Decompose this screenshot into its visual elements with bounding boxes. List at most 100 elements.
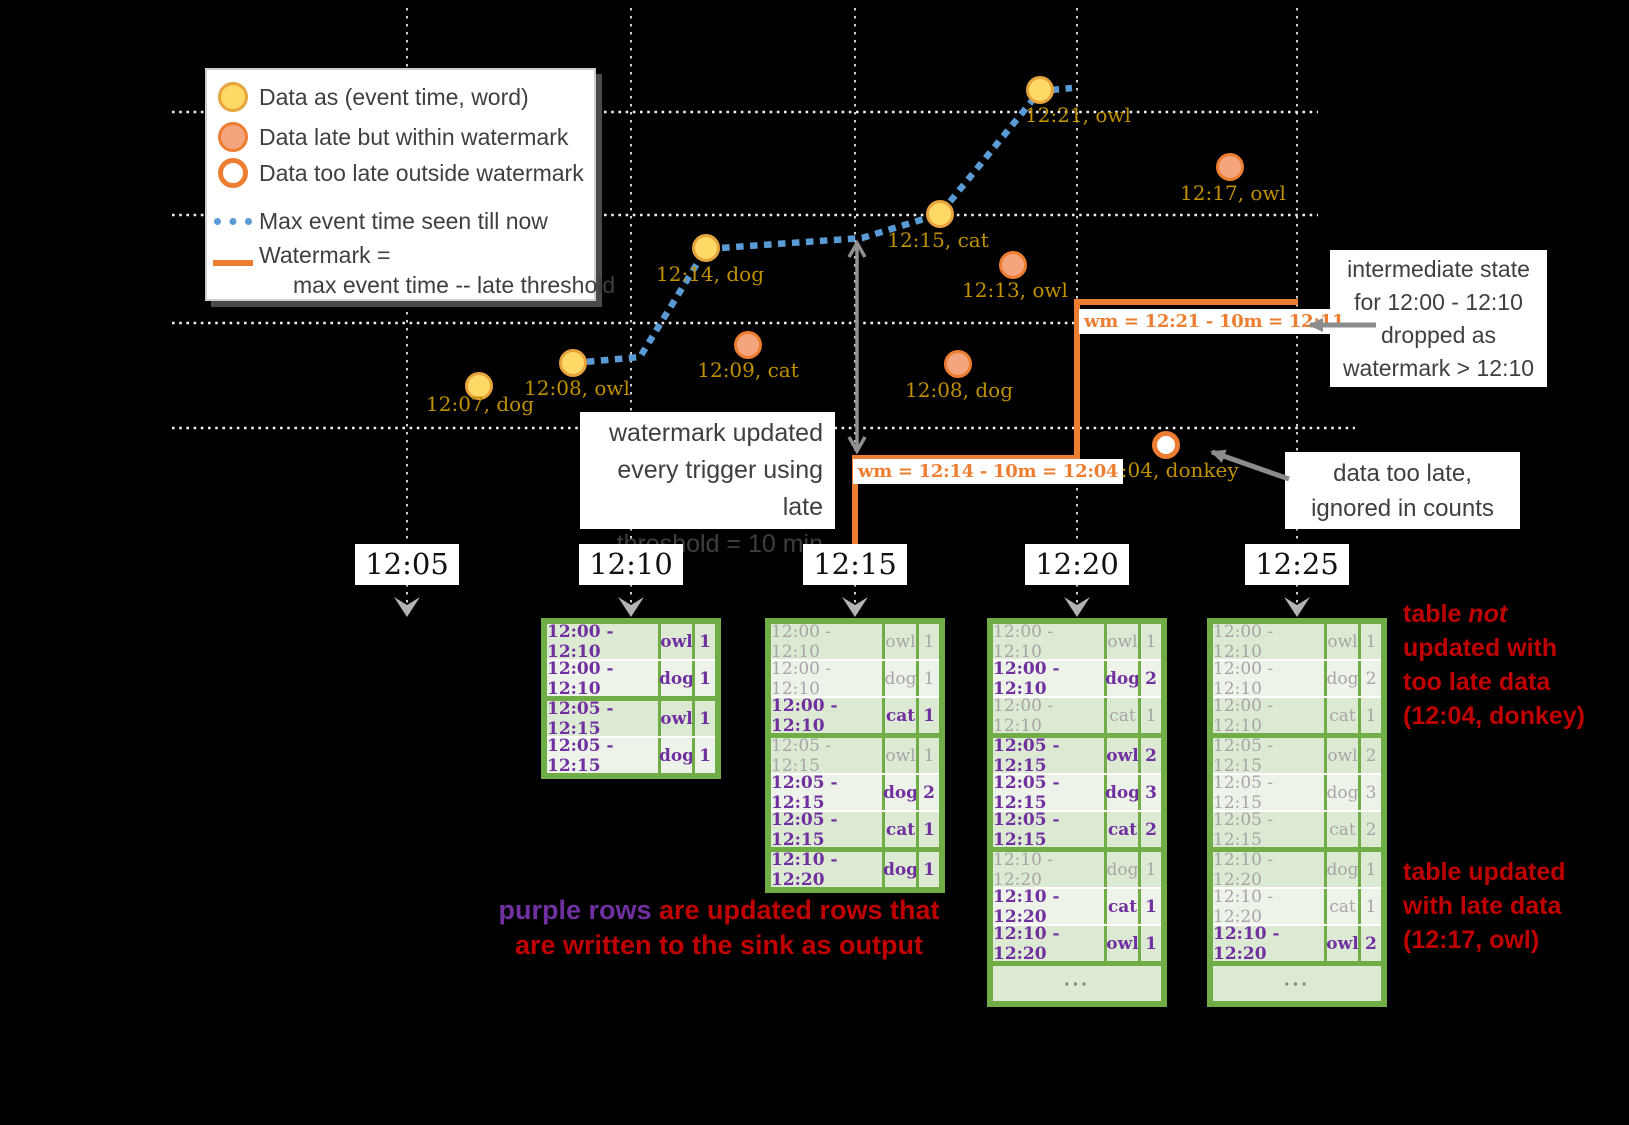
table-row: 12:00 - 12:10 owl 1 bbox=[547, 622, 715, 662]
table-row: 12:10 - 12:20 owl 1 bbox=[993, 923, 1161, 964]
result-table-12:10: 12:00 - 12:10 owl 1 12:00 - 12:10 dog 1 12:05 … bbox=[541, 618, 721, 779]
salmon-circle-icon bbox=[218, 122, 248, 152]
result-table-12:20: 12:00 - 12:10 owl 1 12:00 - 12:10 dog 2 12:00 … bbox=[987, 618, 1167, 1007]
table-cell: owl bbox=[1104, 738, 1139, 773]
table-row: 12:00 - 12:10 owl 1 bbox=[993, 622, 1161, 662]
legend-item: Max event time seen till now bbox=[207, 208, 594, 235]
table-cell: 12:05 - 12:15 bbox=[1213, 809, 1274, 850]
table-row: 12:05 - 12:15 owl 1 bbox=[771, 736, 939, 776]
table-cell: 1 bbox=[1138, 852, 1161, 887]
window-group: 12:10 - 12:20 dog 1 bbox=[771, 850, 939, 890]
yellow-circle-icon bbox=[207, 82, 259, 112]
table-cell: 1 bbox=[692, 738, 715, 773]
data-point-late bbox=[999, 251, 1027, 279]
table-row: 12:05 - 12:15 dog 2 bbox=[771, 772, 939, 813]
table-cell: cat bbox=[1104, 889, 1138, 924]
legend-item-label: Data late but within watermark bbox=[259, 123, 569, 150]
window-group: 12:05 - 12:15 owl 2 12:05 - 12:15 dog 3 12:05 … bbox=[993, 736, 1161, 850]
intermediate-state-note: intermediate state for 12:00 - 12:10 dro… bbox=[1330, 250, 1547, 387]
table-cell: owl bbox=[1324, 624, 1358, 659]
table-cell: 12:05 - 12:15 bbox=[1213, 772, 1274, 813]
table-cell: 12:10 - 12:20 bbox=[993, 923, 1060, 964]
table-cell: dog bbox=[1324, 661, 1359, 696]
table-row: 12:00 - 12:10 dog 1 bbox=[771, 659, 939, 699]
table-cell: cat bbox=[1104, 812, 1138, 847]
table-cell: 1 bbox=[1138, 624, 1161, 659]
table-row: 12:10 - 12:20 dog 1 bbox=[993, 849, 1161, 890]
table-cell: 12:05 - 12:15 bbox=[547, 698, 614, 739]
table-cell: 12:10 - 12:20 bbox=[993, 886, 1060, 927]
open-circle-icon bbox=[207, 158, 259, 188]
data-point-late bbox=[734, 331, 762, 359]
down-arrow-icon bbox=[1064, 597, 1090, 617]
table-cell: owl bbox=[1324, 926, 1359, 961]
orange-line-icon bbox=[207, 246, 259, 266]
legend-item-label: Watermark = bbox=[259, 242, 391, 268]
legend-item-label: Data too late outside watermark bbox=[259, 159, 584, 186]
legend-item: Watermark = bbox=[207, 242, 594, 269]
table-cell: 3 bbox=[1138, 775, 1161, 810]
table-cell: 1 bbox=[916, 698, 939, 733]
table-cell: 12:05 - 12:15 bbox=[547, 735, 614, 776]
table-cell: dog bbox=[1104, 775, 1140, 810]
orange-line-icon bbox=[213, 259, 253, 266]
trigger-gap-double-arrow bbox=[847, 239, 867, 455]
table-row: 12:05 - 12:15 dog 3 bbox=[1213, 772, 1381, 813]
table-cell: 12:10 - 12:20 bbox=[1213, 923, 1280, 964]
table-row: 12:05 - 12:15 owl 1 bbox=[547, 698, 715, 739]
table-cell: 1 bbox=[1358, 889, 1381, 924]
table-cell: cat bbox=[1104, 698, 1138, 733]
table-row: 12:10 - 12:20 dog 1 bbox=[1213, 850, 1381, 890]
table-row: 12:05 - 12:15 cat 2 bbox=[993, 810, 1161, 850]
table-cell: owl bbox=[658, 701, 693, 736]
data-point-ontime bbox=[692, 234, 720, 262]
table-row: 12:05 - 12:15 owl 2 bbox=[1213, 736, 1381, 776]
result-table-12:25: 12:00 - 12:10 owl 1 12:00 - 12:10 dog 2 12:00 … bbox=[1207, 618, 1387, 1007]
table-cell: 1 bbox=[1358, 852, 1381, 887]
table-row: 12:10 - 12:20 owl 2 bbox=[1213, 923, 1381, 964]
table-row: 12:05 - 12:15 cat 1 bbox=[771, 810, 939, 850]
legend-item-label: max event time -- late threshold bbox=[293, 272, 616, 298]
note-purple-rows: purple rows are updated rows that are wr… bbox=[479, 893, 959, 963]
down-arrow-icon bbox=[618, 597, 644, 617]
table-cell: owl bbox=[882, 624, 916, 659]
table-row: 12:05 - 12:15 owl 2 bbox=[993, 736, 1161, 776]
table-row: 12:00 - 12:10 owl 1 bbox=[771, 622, 939, 662]
table-cell: 12:00 - 12:10 bbox=[547, 658, 614, 699]
table-row: 12:00 - 12:10 dog 2 bbox=[993, 659, 1161, 699]
watermark-value-1211: wm = 12:21 - 10m = 12:11 bbox=[1079, 309, 1350, 334]
down-arrow-icon bbox=[842, 597, 868, 617]
table-row: 12:00 - 12:10 owl 1 bbox=[1213, 622, 1381, 662]
table-row: 12:00 - 12:10 dog 1 bbox=[547, 658, 715, 699]
table-cell: 12:00 - 12:10 bbox=[771, 695, 838, 736]
table-cell: 2 bbox=[1358, 926, 1381, 961]
table-row: 12:10 - 12:20 dog 1 bbox=[771, 850, 939, 890]
table-cell: 12:00 - 12:10 bbox=[1213, 658, 1274, 699]
table-cell: 12:10 - 12:20 bbox=[993, 849, 1054, 890]
too-late-arrow bbox=[1210, 449, 1290, 482]
note-text: are written to the sink as output bbox=[514, 930, 924, 960]
table-row: 12:00 - 12:10 cat 1 bbox=[993, 696, 1161, 736]
blue-dotted-line-icon bbox=[207, 218, 259, 225]
table-cell: dog bbox=[658, 661, 694, 696]
table-row: 12:05 - 12:15 dog 3 bbox=[993, 773, 1161, 813]
window-group: 12:00 - 12:10 owl 1 12:00 - 12:10 dog 1 bbox=[547, 622, 715, 699]
table-cell: 1 bbox=[1138, 698, 1161, 733]
table-cell: 1 bbox=[1358, 624, 1381, 659]
trigger-time-label: 12:25 bbox=[1245, 544, 1349, 585]
table-cell: 12:05 - 12:15 bbox=[771, 772, 838, 813]
salmon-circle-icon bbox=[207, 122, 259, 152]
down-arrow-icon bbox=[1284, 597, 1310, 617]
table-cell: 2 bbox=[916, 775, 939, 810]
data-point-ontime bbox=[465, 372, 493, 400]
blue-dotted-line-icon bbox=[214, 218, 252, 225]
table-cell: dog bbox=[1324, 775, 1359, 810]
table-cell: owl bbox=[1104, 926, 1139, 961]
legend-item-label: Data as (event time, word) bbox=[259, 83, 529, 110]
note-text: table bbox=[1403, 600, 1469, 628]
table-cell: 1 bbox=[1358, 698, 1381, 733]
note-table-not-updated: table not updated with too late data (12… bbox=[1403, 597, 1629, 733]
data-point-ontime bbox=[1026, 76, 1054, 104]
table-cell: 12:10 - 12:20 bbox=[1213, 886, 1274, 927]
table-row: 12:05 - 12:15 cat 2 bbox=[1213, 809, 1381, 850]
